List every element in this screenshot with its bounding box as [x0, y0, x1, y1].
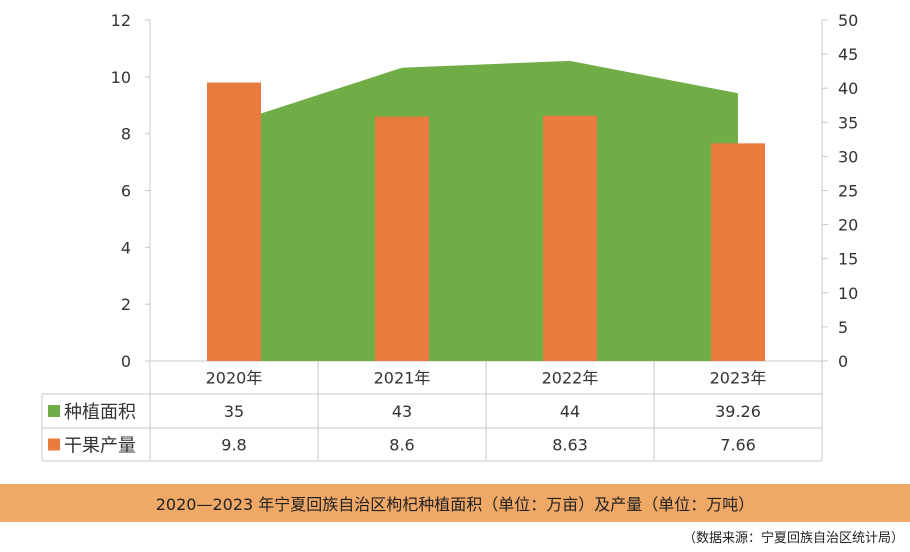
right-tick-label: 20	[838, 216, 858, 235]
right-tick-label: 0	[838, 352, 848, 371]
right-tick-label: 10	[838, 284, 858, 303]
table-value: 39.26	[715, 402, 761, 421]
legend-label: 种植面积	[64, 402, 136, 423]
right-tick-label: 40	[838, 79, 858, 98]
legend-label: 干果产量	[64, 436, 136, 457]
data-source: （数据来源：宁夏回族自治区统计局）	[682, 531, 904, 546]
table-value: 8.6	[389, 436, 414, 455]
table-value: 44	[560, 402, 580, 421]
right-tick-label: 30	[838, 147, 858, 166]
combo-chart: 0 2 4 6 8 10 12 0 5 10 15 20 25 30 35 40 45 50 2020年 2021年…	[41, 11, 859, 462]
caption-text: 2020—2023 年宁夏回族自治区枸杞种植面积（单位：万亩）及产量（单位：万吨…	[155, 495, 755, 514]
left-tick-label: 0	[121, 352, 131, 371]
bar-2021年	[375, 116, 429, 361]
right-tick-label: 50	[838, 11, 858, 30]
area-series-layer	[234, 60, 738, 362]
left-tick-label: 6	[121, 182, 131, 201]
bar-2020年	[207, 82, 261, 362]
left-tick-label: 8	[121, 125, 131, 144]
bar-2022年	[543, 115, 597, 362]
right-tick-label: 45	[838, 45, 858, 64]
x-category-label: 2021年	[374, 369, 431, 388]
x-category-label: 2020年	[206, 369, 263, 388]
area-series-planting	[234, 60, 738, 362]
table-value: 7.66	[720, 436, 756, 455]
x-category-label: 2022年	[542, 369, 599, 388]
right-tick-label: 5	[838, 318, 848, 337]
table-value: 8.63	[552, 436, 588, 455]
legend-swatch	[48, 438, 60, 451]
chart-caption: 2020—2023 年宁夏回族自治区枸杞种植面积（单位：万亩）及产量（单位：万吨…	[0, 484, 910, 522]
right-tick-label: 25	[838, 182, 858, 201]
table-grid	[41, 360, 823, 462]
right-tick-label: 15	[838, 250, 858, 269]
legend-swatch	[48, 405, 60, 417]
bar-2023年	[711, 143, 765, 361]
axes: 0 2 4 6 8 10 12 0 5 10 15 20 25 30 35 40 45 50	[111, 11, 859, 371]
left-tick-label: 10	[111, 68, 131, 87]
left-tick-label: 12	[111, 11, 131, 30]
left-tick-label: 4	[121, 238, 131, 257]
table-value: 35	[224, 402, 244, 421]
left-tick-label: 2	[121, 295, 131, 314]
right-tick-label: 35	[838, 113, 858, 132]
bar-series-layer	[207, 82, 765, 362]
x-category-label: 2023年	[710, 369, 767, 388]
table-value: 9.8	[221, 436, 246, 455]
table-value: 43	[392, 402, 412, 421]
